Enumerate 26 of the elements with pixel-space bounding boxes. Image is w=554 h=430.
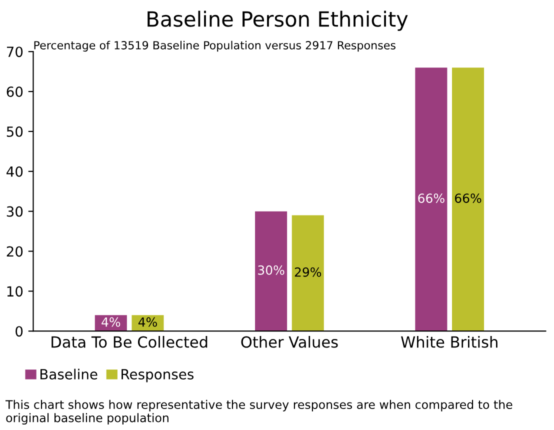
data-label: 29%: [294, 267, 322, 277]
x-tick-label: Other Values: [241, 336, 338, 348]
y-tick-label: 70: [6, 46, 23, 58]
y-tick-label: 40: [6, 166, 23, 177]
y-tick-label: 10: [7, 286, 23, 297]
legend-label: Baseline: [40, 368, 98, 380]
bar: [255, 211, 288, 332]
data-label: 30%: [258, 265, 284, 275]
y-tick-label: 50: [6, 126, 23, 137]
chart-subtitle: Percentage of 13519 Baseline Population versus 2917 Responses: [34, 40, 396, 52]
x-tick-label: Data To Be Collected: [52, 336, 208, 348]
bar: [415, 68, 448, 332]
y-tick-label: 20: [6, 246, 23, 257]
data-label: 66%: [455, 194, 482, 203]
bar: [292, 215, 324, 332]
data-label: 4%: [138, 317, 157, 327]
y-tick-label: 60: [6, 86, 23, 98]
chart-title: Baseline Person Ethnicity: [148, 10, 408, 31]
data-label: 66%: [418, 194, 444, 203]
text: This chart shows how representative the survey responses are when compared to the original baseline population: [6, 400, 512, 425]
x-tick-label: White British: [401, 336, 498, 348]
data-label: 4%: [102, 317, 120, 327]
legend-label: Responses: [122, 369, 194, 382]
bar: [452, 68, 484, 332]
y-tick-label: 0: [16, 326, 23, 337]
y-tick-label: 30: [6, 206, 23, 217]
